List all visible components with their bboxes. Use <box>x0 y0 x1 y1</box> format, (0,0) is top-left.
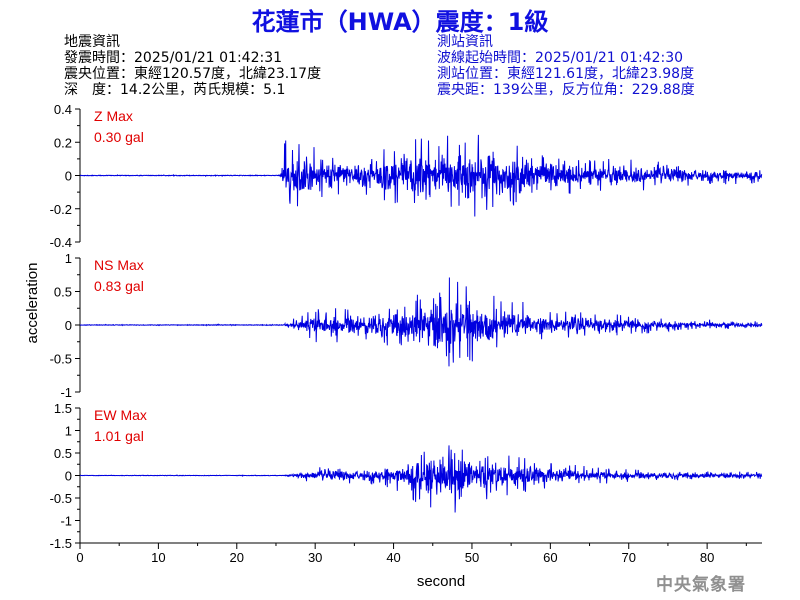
z-y-tick-label: -0.2 <box>50 202 72 217</box>
ns-y-tick-label: -1 <box>60 385 72 400</box>
ns-y-tick-label: 0 <box>65 318 72 333</box>
ns-max-label: NS Max <box>94 257 144 273</box>
station-info-block: 測站資訊 波線起始時間：2025/01/21 01:42:30 測站位置：東經1… <box>437 34 695 98</box>
z-y-tick-label: -0.4 <box>50 235 72 250</box>
z-y-tick-label: 0 <box>65 169 72 184</box>
ew-max-label: EW Max <box>94 407 147 423</box>
ns-y-tick-label: 0.5 <box>54 285 72 300</box>
chart-title: 花蓮市（HWA）震度：1級 <box>251 8 549 36</box>
x-tick-label: 20 <box>230 550 244 565</box>
z-max-value: 0.30 gal <box>94 129 144 145</box>
quake-time: 發震時間：2025/01/21 01:42:31 <box>64 50 283 66</box>
wave-start-time: 波線起始時間：2025/01/21 01:42:30 <box>437 50 684 66</box>
x-tick-label: 0 <box>76 550 83 565</box>
ew-y-tick-label: 1 <box>65 424 72 439</box>
y-axis-label: acceleration <box>24 263 41 344</box>
quake-info-block: 地震資訊 發震時間：2025/01/21 01:42:31 震央位置：東經120… <box>64 34 321 98</box>
quake-info-heading: 地震資訊 <box>64 34 120 50</box>
ew-max-value: 1.01 gal <box>94 428 144 444</box>
ew-y-tick-label: 1.5 <box>54 401 72 416</box>
z-y-tick-label: 0.2 <box>54 135 72 150</box>
ns-y-tick-label: -0.5 <box>50 352 72 367</box>
ew-y-tick-label: 0.5 <box>54 446 72 461</box>
x-tick-label: 70 <box>622 550 636 565</box>
ns-max-value: 0.83 gal <box>94 278 144 294</box>
x-tick-label: 10 <box>151 550 165 565</box>
agency-logo: 中央氣象署 <box>656 575 746 595</box>
station-info-heading: 測站資訊 <box>437 34 493 50</box>
ew-waveform-trace <box>79 445 763 513</box>
station-location: 測站位置：東經121.61度，北緯23.98度 <box>437 66 695 82</box>
x-tick-label: 40 <box>386 550 400 565</box>
quake-depth-magnitude: 深 度：14.2公里，芮氏規模：5.1 <box>64 82 286 98</box>
epicentral-distance: 震央距：139公里，反方位角：229.88度 <box>437 82 695 98</box>
x-tick-label: 60 <box>543 550 557 565</box>
z-waveform-trace <box>79 134 763 217</box>
ew-y-tick-label: -1.5 <box>50 536 72 551</box>
ns-waveform-trace <box>79 277 763 367</box>
ew-y-tick-label: 0 <box>65 469 72 484</box>
ew-y-tick-label: -0.5 <box>50 491 72 506</box>
x-tick-label: 30 <box>308 550 322 565</box>
x-tick-label: 50 <box>465 550 479 565</box>
x-tick-label: 80 <box>700 550 714 565</box>
z-max-label: Z Max <box>94 108 133 124</box>
z-y-tick-label: 0.4 <box>54 102 72 117</box>
ew-y-tick-label: -1 <box>60 514 72 529</box>
ns-y-tick-label: 1 <box>65 251 72 266</box>
x-axis-label: second <box>417 573 465 590</box>
quake-epicenter: 震央位置：東經120.57度，北緯23.17度 <box>64 66 322 82</box>
